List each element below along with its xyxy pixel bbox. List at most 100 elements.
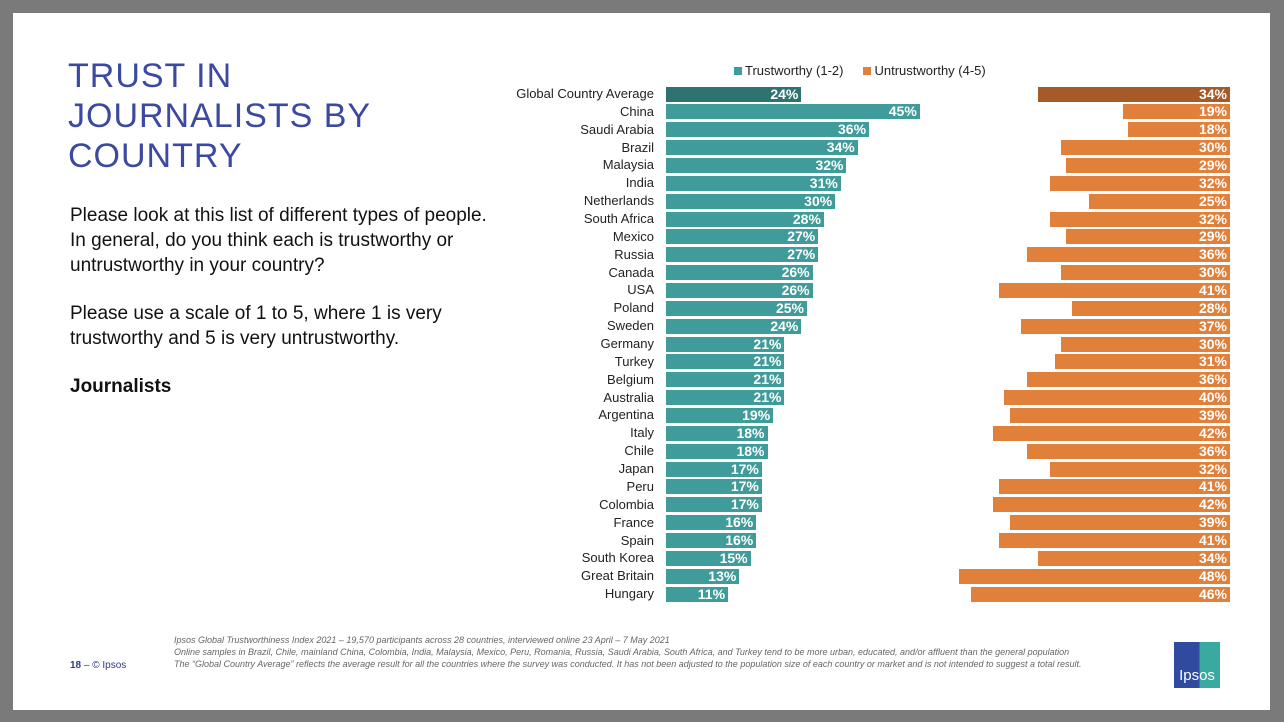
bar-untrustworthy: 41% — [998, 479, 1230, 495]
category-label: Spain — [620, 532, 654, 548]
category-label: Belgium — [607, 371, 654, 387]
bar-trustworthy: 16% — [666, 533, 757, 548]
category-label: Australia — [603, 389, 654, 405]
category-label: Brazil — [621, 139, 654, 155]
bar-untrustworthy: 18% — [1128, 122, 1230, 138]
legend-swatch — [863, 67, 872, 75]
bar-trustworthy: 27% — [666, 229, 819, 245]
bar-untrustworthy: 41% — [998, 533, 1230, 548]
legend: Trustworthy (1-2) Untrustworthy (4-5) — [734, 63, 986, 78]
bar-trustworthy: 36% — [666, 122, 870, 138]
page-title: TRUST IN JOURNALISTS BY COUNTRY — [68, 57, 371, 175]
bar-untrustworthy: 19% — [1122, 104, 1230, 120]
category-label: South Korea — [581, 550, 654, 566]
bar-trustworthy: 28% — [666, 211, 824, 227]
logo-text: Ipsos — [1179, 667, 1215, 684]
bar-untrustworthy: 34% — [1038, 550, 1230, 566]
category-label: Russia — [614, 246, 654, 262]
bar-trustworthy: 25% — [666, 300, 807, 316]
bar-untrustworthy: 39% — [1010, 407, 1230, 423]
bar-untrustworthy: 31% — [1055, 354, 1230, 370]
bar-untrustworthy: 30% — [1060, 265, 1230, 281]
category-label: Argentina — [598, 407, 654, 423]
bar-untrustworthy: 36% — [1026, 443, 1230, 459]
category-label: Germany — [600, 336, 654, 352]
bar-untrustworthy: 36% — [1026, 372, 1230, 388]
category-label: USA — [627, 282, 654, 298]
bar-untrustworthy: 36% — [1026, 247, 1230, 263]
bar-untrustworthy: 42% — [993, 497, 1230, 513]
bar-untrustworthy: 37% — [1021, 318, 1230, 334]
legend-swatch — [734, 67, 742, 75]
bar-trustworthy: 13% — [666, 568, 740, 584]
category-label: Poland — [613, 300, 654, 316]
category-label: Hungary — [604, 586, 654, 602]
category-label: Chile — [624, 443, 654, 459]
bar-trustworthy: 21% — [666, 390, 785, 406]
category-label: Mexico — [612, 228, 654, 244]
copyright: – © Ipsos — [83, 660, 127, 671]
footnote: Online samples in Brazil, Chile, mainlan… — [174, 647, 1070, 657]
bar-trustworthy: 11% — [666, 586, 729, 602]
bar-untrustworthy: 29% — [1066, 229, 1230, 245]
bar-untrustworthy: 34% — [1038, 86, 1230, 102]
bar-trustworthy: 31% — [666, 175, 841, 191]
bar-trustworthy: 15% — [666, 550, 751, 566]
category-label: India — [625, 175, 654, 191]
category-label: Netherlands — [583, 193, 654, 209]
scale-text: Please use a scale of 1 to 5, where 1 is… — [70, 303, 442, 349]
bar-untrustworthy: 28% — [1072, 300, 1230, 316]
category-label: Great Britain — [581, 568, 654, 584]
category-label: Malaysia — [602, 157, 654, 173]
page-number: 18 – © Ipsos — [70, 660, 126, 671]
footnote: The “Global Country Average” reflects th… — [174, 659, 1082, 669]
bar-trustworthy: 17% — [666, 497, 762, 513]
bar-untrustworthy: 32% — [1049, 461, 1230, 477]
category-label: Italy — [630, 425, 654, 441]
bar-trustworthy: 26% — [666, 282, 813, 298]
bar-trustworthy: 24% — [666, 86, 802, 102]
bar-untrustworthy: 40% — [1004, 390, 1230, 406]
bar-trustworthy: 21% — [666, 354, 785, 370]
bar-untrustworthy: 25% — [1089, 193, 1230, 209]
footnote: Ipsos Global Trustworthiness Index 2021 … — [174, 635, 670, 645]
category-label: China — [620, 103, 654, 119]
category-label: Colombia — [599, 496, 654, 512]
bar-trustworthy: 34% — [666, 140, 858, 156]
category-label: Saudi Arabia — [580, 121, 654, 137]
bar-untrustworthy: 39% — [1010, 515, 1230, 531]
category-label: Sweden — [607, 318, 654, 334]
question-text: Please look at this list of different ty… — [70, 205, 487, 276]
legend-item-trustworthy: Trustworthy (1-2) — [734, 63, 843, 78]
bar-trustworthy: 17% — [666, 479, 762, 495]
bar-untrustworthy: 30% — [1060, 140, 1230, 156]
legend-label: Trustworthy (1-2) — [745, 63, 844, 78]
bar-untrustworthy: 30% — [1060, 336, 1230, 352]
bar-trustworthy: 24% — [666, 318, 802, 334]
category-label: Turkey — [614, 353, 654, 369]
bar-trustworthy: 26% — [666, 265, 813, 281]
bar-trustworthy: 32% — [666, 157, 847, 173]
category-label: France — [613, 514, 654, 530]
bar-untrustworthy: 41% — [998, 282, 1230, 298]
bar-untrustworthy: 48% — [959, 568, 1230, 584]
bar-trustworthy: 27% — [666, 247, 819, 263]
bar-trustworthy: 30% — [666, 193, 836, 209]
bar-trustworthy: 19% — [666, 407, 774, 423]
footnotes: Ipsos Global Trustworthiness Index 2021 … — [174, 634, 1134, 670]
bar-trustworthy: 45% — [666, 104, 920, 120]
legend-item-untrustworthy: Untrustworthy (4-5) — [863, 63, 986, 78]
page-number-value: 18 — [70, 660, 82, 671]
ipsos-logo: Ipsos — [1174, 642, 1220, 688]
category-label: Peru — [626, 478, 654, 494]
legend-label: Untrustworthy (4-5) — [874, 63, 986, 78]
bar-untrustworthy: 32% — [1049, 211, 1230, 227]
category-label: Global Country Average — [516, 86, 654, 101]
bar-trustworthy: 18% — [666, 443, 768, 459]
subject-label: Journalists — [70, 376, 172, 397]
bar-trustworthy: 21% — [666, 336, 785, 352]
bar-untrustworthy: 42% — [993, 425, 1230, 441]
bar-trustworthy: 17% — [666, 461, 762, 477]
category-label: Japan — [618, 461, 654, 477]
